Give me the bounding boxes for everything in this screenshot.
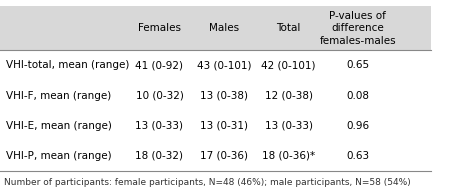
Text: 18 (0-32): 18 (0-32): [136, 151, 183, 161]
Text: 12 (0-38): 12 (0-38): [264, 91, 313, 100]
Text: P-values of
difference
females-males: P-values of difference females-males: [319, 11, 396, 46]
Text: VHI-total, mean (range): VHI-total, mean (range): [7, 61, 130, 70]
Text: VHI-E, mean (range): VHI-E, mean (range): [7, 121, 112, 131]
Text: 13 (0-31): 13 (0-31): [200, 121, 248, 131]
Bar: [0, 6, 431, 50]
Text: 10 (0-32): 10 (0-32): [136, 91, 183, 100]
Text: 13 (0-38): 13 (0-38): [200, 91, 248, 100]
Text: Total: Total: [276, 23, 301, 33]
Text: Males: Males: [209, 23, 239, 33]
Text: VHI-F, mean (range): VHI-F, mean (range): [7, 91, 112, 100]
Text: 18 (0-36)*: 18 (0-36)*: [262, 151, 315, 161]
Text: 43 (0-101): 43 (0-101): [197, 61, 251, 70]
Text: Number of participants: female participants, N=48 (46%); male participants, N=58: Number of participants: female participa…: [4, 178, 411, 187]
Text: 17 (0-36): 17 (0-36): [200, 151, 248, 161]
Text: 0.08: 0.08: [346, 91, 369, 100]
Text: Females: Females: [138, 23, 181, 33]
Text: 0.65: 0.65: [346, 61, 369, 70]
Text: 0.63: 0.63: [346, 151, 369, 161]
Text: 0.96: 0.96: [346, 121, 369, 131]
Text: 42 (0-101): 42 (0-101): [262, 61, 316, 70]
Text: 41 (0-92): 41 (0-92): [136, 61, 183, 70]
Text: VHI-P, mean (range): VHI-P, mean (range): [7, 151, 112, 161]
Text: 13 (0-33): 13 (0-33): [136, 121, 183, 131]
Text: 13 (0-33): 13 (0-33): [264, 121, 313, 131]
